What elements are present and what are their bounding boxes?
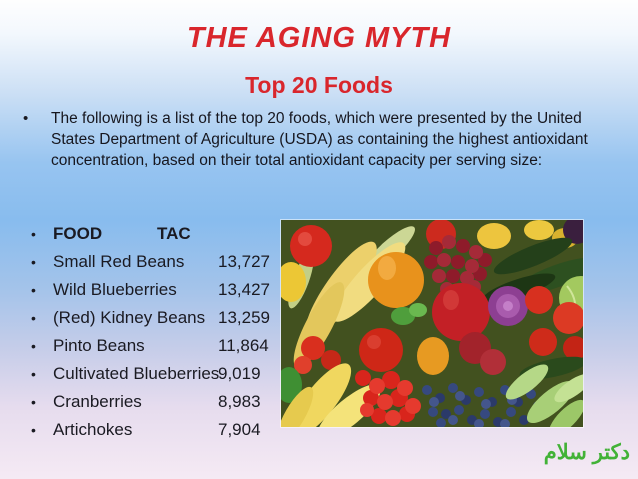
food-name: Cranberries xyxy=(53,392,142,411)
food-list-row: • Artichokes 7,904 xyxy=(0,417,278,445)
bullet-dot: • xyxy=(31,394,36,410)
food-tac-list: • FOOD TAC • Small Red Beans 13,727 • Wi… xyxy=(0,221,278,445)
intro-bullet-item: • The following is a list of the top 20 … xyxy=(23,108,603,171)
bullet-dot: • xyxy=(31,226,36,242)
bullet-dot: • xyxy=(31,366,36,382)
food-list-header: • FOOD TAC xyxy=(0,221,278,249)
produce-collage-graphic xyxy=(281,220,583,427)
food-list-row: • Wild Blueberries 13,427 xyxy=(0,277,278,305)
food-tac-value: 11,864 xyxy=(218,336,269,355)
tac-column-header: TAC xyxy=(157,224,191,243)
food-name: Cultivated Blueberries xyxy=(53,364,220,383)
bullet-dot: • xyxy=(31,310,36,326)
bullet-dot: • xyxy=(31,338,36,354)
bullet-dot: • xyxy=(23,110,29,127)
slide-title: THE AGING MYTH xyxy=(186,22,452,54)
bullet-dot: • xyxy=(31,282,36,298)
food-tac-value: 8,983 xyxy=(218,392,261,411)
food-list-row: • Pinto Beans 11,864 xyxy=(0,333,278,361)
bullet-dot: • xyxy=(31,422,36,438)
food-tac-value: 13,427 xyxy=(218,280,270,299)
food-name: Wild Blueberries xyxy=(53,280,177,299)
assorted-produce-photo xyxy=(281,220,583,427)
food-list-row: • Cranberries 8,983 xyxy=(0,389,278,417)
food-name: Artichokes xyxy=(53,420,133,439)
food-tac-value: 13,259 xyxy=(218,308,270,327)
food-tac-value: 7,904 xyxy=(218,420,261,439)
slide-subtitle: Top 20 Foods xyxy=(245,72,393,98)
food-list-row: • Small Red Beans 13,727 xyxy=(0,249,278,277)
food-tac-value: 13,727 xyxy=(218,252,270,271)
food-list-row: • (Red) Kidney Beans 13,259 xyxy=(0,305,278,333)
food-name: Small Red Beans xyxy=(53,252,185,271)
food-name: (Red) Kidney Beans xyxy=(53,308,206,327)
drsalam-logo: دکتر سلام xyxy=(543,441,630,464)
food-column-header: FOOD xyxy=(53,224,103,243)
bullet-dot: • xyxy=(31,254,36,270)
intro-text: The following is a list of the top 20 fo… xyxy=(51,110,588,169)
food-list-row: • Cultivated Blueberries 9,019 xyxy=(0,361,278,389)
food-name: Pinto Beans xyxy=(53,336,145,355)
food-tac-value: 9,019 xyxy=(218,364,261,383)
